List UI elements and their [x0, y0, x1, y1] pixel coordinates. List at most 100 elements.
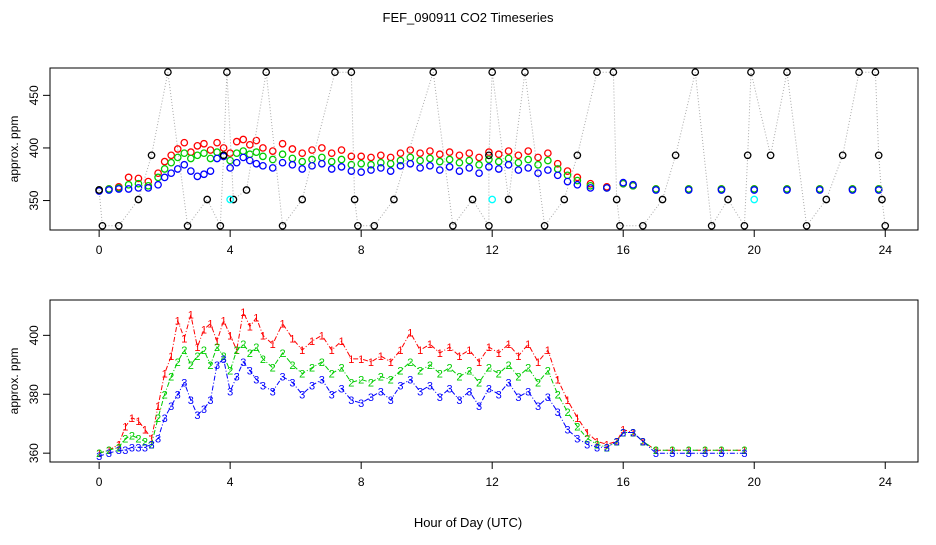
data-point	[485, 163, 493, 171]
data-point	[435, 150, 444, 159]
data-point-label: 2	[535, 377, 541, 389]
data-point	[327, 149, 336, 158]
data-point-label: 3	[466, 386, 472, 398]
data-point-label: 1	[319, 330, 325, 342]
data-point-label: 3	[564, 425, 570, 437]
data-point	[134, 174, 143, 183]
data-point-label: 1	[214, 336, 220, 348]
data-point-label: 1	[686, 445, 692, 457]
data-point-label: 3	[506, 377, 512, 389]
data-point-label: 1	[207, 319, 213, 331]
data-point-label: 3	[338, 383, 344, 395]
data-point-label: 3	[669, 448, 675, 460]
data-point-label: 2	[614, 436, 620, 448]
data-point	[245, 150, 254, 159]
data-point-label: 3	[279, 372, 285, 384]
data-point	[124, 173, 133, 182]
data-point	[616, 221, 624, 230]
data-point-label: 1	[718, 445, 724, 457]
data-point	[226, 156, 235, 165]
data-point-label: 3	[427, 380, 433, 392]
data-point	[544, 149, 552, 158]
data-point-label: 3	[486, 383, 492, 395]
data-point-label: 2	[630, 428, 636, 440]
data-point-label: 1	[135, 416, 141, 428]
data-point	[573, 180, 582, 189]
data-point-label: 3	[630, 428, 636, 440]
data-point-label: 2	[718, 445, 724, 457]
data-point	[855, 68, 863, 77]
data-point	[488, 68, 497, 77]
data-point-label: 3	[260, 380, 266, 392]
data-point-label: 2	[162, 389, 168, 401]
data-point	[232, 137, 241, 146]
data-point-label: 3	[378, 386, 384, 398]
data-point-label: 1	[129, 413, 135, 425]
x-tick-label: 16	[617, 243, 631, 257]
data-point-label: 1	[240, 307, 246, 319]
data-point	[750, 186, 759, 194]
data-point-label: 1	[155, 401, 161, 413]
data-point-label: 3	[555, 407, 561, 419]
data-point	[563, 171, 572, 180]
data-point-label: 3	[142, 442, 148, 454]
data-point	[114, 185, 123, 193]
data-point	[318, 144, 326, 152]
data-point-label: 2	[702, 445, 708, 457]
data-point	[445, 148, 454, 157]
data-point-label: 1	[234, 345, 240, 357]
data-point	[242, 186, 251, 194]
data-point-label: 1	[227, 330, 233, 342]
data-point-label: 2	[741, 445, 747, 457]
data-point	[223, 68, 231, 77]
data-point	[707, 221, 716, 230]
data-point	[386, 159, 395, 168]
data-point	[573, 173, 582, 182]
data-point	[586, 184, 595, 192]
data-point-label: 2	[640, 436, 646, 448]
data-point	[376, 151, 385, 160]
data-point	[180, 149, 189, 158]
data-point	[534, 169, 542, 178]
data-point-label: 2	[168, 372, 174, 384]
data-point	[465, 164, 474, 172]
data-point-label: 1	[486, 342, 492, 354]
data-point-label: 2	[506, 360, 512, 372]
data-point-label: 2	[299, 369, 305, 381]
data-point	[455, 151, 464, 160]
data-point-label: 3	[289, 377, 295, 389]
data-point-label: 2	[496, 369, 502, 381]
series-line	[98, 310, 745, 454]
data-point	[747, 68, 755, 77]
data-point-label: 1	[122, 422, 128, 434]
data-point	[426, 147, 434, 155]
data-point-label: 3	[329, 389, 335, 401]
data-point	[691, 68, 700, 77]
data-point-label: 1	[378, 351, 384, 363]
data-point	[124, 180, 133, 189]
data-point	[573, 176, 582, 185]
data-point	[540, 221, 549, 230]
data-point	[534, 153, 542, 162]
data-point	[144, 184, 153, 192]
data-point	[504, 147, 513, 155]
data-point	[278, 150, 287, 159]
data-point-label: 1	[253, 313, 259, 325]
data-point-label: 2	[515, 372, 521, 384]
data-point	[160, 173, 169, 182]
data-point	[95, 186, 103, 194]
data-point	[871, 68, 880, 77]
data-point-label: 2	[122, 433, 128, 445]
data-point-label: 3	[594, 442, 600, 454]
data-point	[376, 158, 385, 167]
data-point	[193, 141, 202, 150]
data-point	[337, 155, 346, 164]
data-point-label: 1	[162, 369, 168, 381]
data-point	[232, 158, 241, 167]
data-point	[357, 168, 366, 176]
data-point-label: 2	[476, 377, 482, 389]
data-point	[278, 221, 287, 230]
data-point	[426, 154, 434, 163]
data-point-label: 1	[515, 351, 521, 363]
